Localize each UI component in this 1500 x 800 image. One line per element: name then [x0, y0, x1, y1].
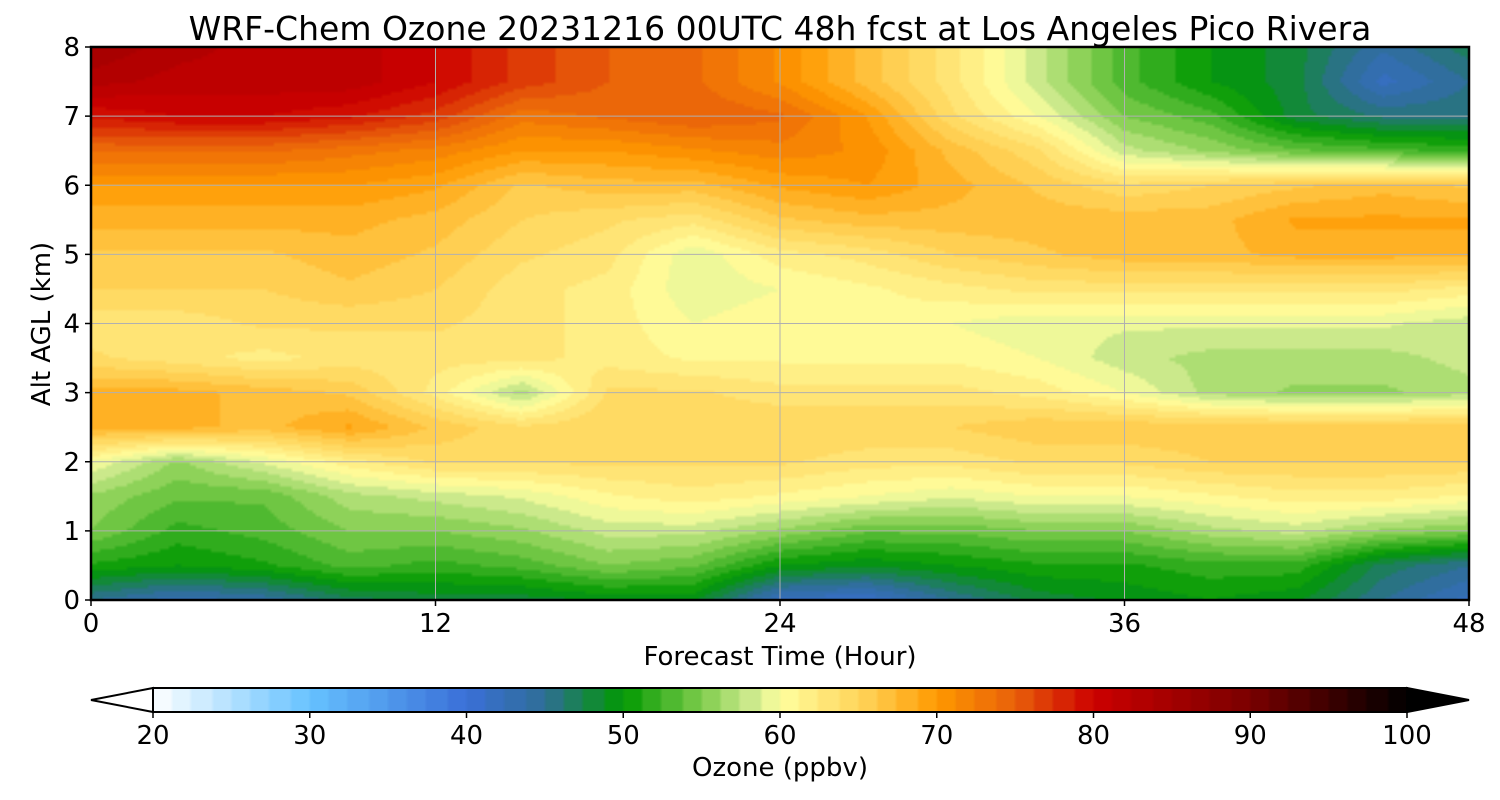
colorbar-extend-low [90, 686, 154, 714]
y-tick-label: 0 [63, 586, 80, 616]
colorbar-ticks: 20 30 40 50 60 70 80 90 100 [136, 712, 1432, 751]
y-tick-label: 2 [63, 448, 80, 478]
x-tick-label: 36 [1108, 609, 1141, 639]
x-tick-label: 12 [419, 609, 452, 639]
x-axis-label: Forecast Time (Hour) [643, 642, 916, 672]
y-axis-label: Alt AGL (km) [27, 242, 57, 406]
x-tick-label: 0 [83, 609, 100, 639]
colorbar-tick-label: 70 [920, 721, 953, 751]
colorbar-tick-label: 30 [293, 721, 326, 751]
y-tick-label: 3 [63, 379, 80, 409]
y-axis: 0 1 2 3 4 5 6 7 8 [63, 33, 91, 616]
colorbar-tick-label: 50 [607, 721, 640, 751]
colorbar-gradient [153, 688, 1407, 712]
y-tick-label: 5 [63, 240, 80, 270]
plot-area [89, 45, 1471, 602]
colorbar-tick-label: 60 [763, 721, 796, 751]
x-axis: 0 12 24 36 48 [83, 600, 1486, 639]
colorbar-label: Ozone (ppbv) [692, 753, 868, 783]
grid-lines [91, 47, 1469, 600]
colorbar-tick-label: 90 [1234, 721, 1267, 751]
y-tick-label: 4 [63, 310, 80, 340]
y-tick-label: 8 [63, 33, 80, 63]
colorbar: 20 30 40 50 60 70 80 90 100 Ozone (ppbv) [90, 686, 1470, 783]
y-tick-label: 1 [63, 517, 80, 547]
chart-title: WRF-Chem Ozone 20231216 00UTC 48h fcst a… [189, 9, 1372, 48]
x-tick-label: 24 [763, 609, 796, 639]
colorbar-tick-label: 20 [136, 721, 169, 751]
colorbar-tick-label: 100 [1382, 721, 1432, 751]
colorbar-tick-label: 40 [450, 721, 483, 751]
colorbar-extend-high [1406, 686, 1470, 714]
colorbar-tick-label: 80 [1077, 721, 1110, 751]
y-tick-label: 6 [63, 171, 80, 201]
x-tick-label: 48 [1452, 609, 1485, 639]
y-tick-label: 7 [63, 102, 80, 132]
